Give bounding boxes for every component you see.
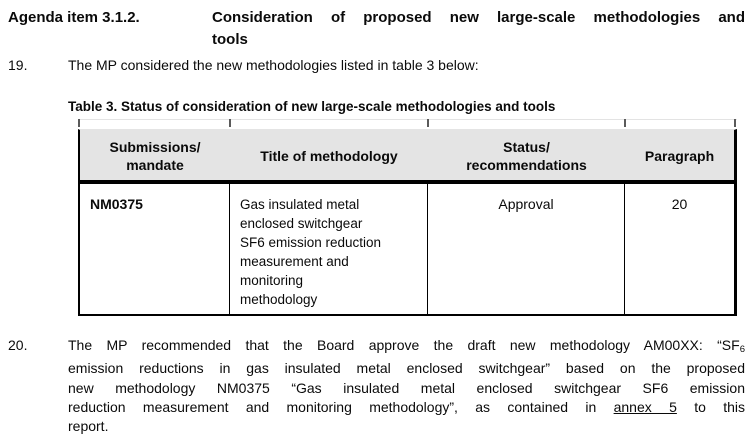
header-cell-title: Title of methodology — [230, 130, 428, 180]
tick-mark — [229, 119, 231, 127]
p20-line4-tail: to this — [676, 398, 745, 415]
sf6-subscript: 6 — [739, 344, 745, 355]
title-line: measurement and — [240, 254, 349, 269]
tick-mark — [78, 119, 80, 127]
header-text: mandate — [126, 157, 184, 173]
header-text: Paragraph — [644, 147, 715, 164]
cell-paragraph-ref: 20 — [671, 196, 688, 212]
p20-line5: report. — [68, 418, 109, 435]
tick-mark — [624, 119, 626, 127]
tick-mark — [734, 119, 736, 127]
table-caption: Table 3. Status of consideration of new … — [68, 99, 556, 114]
paragraph-19-number: 19. — [8, 57, 28, 73]
header-cell-submissions: Submissions/ mandate — [80, 130, 230, 180]
header-text: Status/ — [503, 138, 550, 155]
tick-mark — [427, 119, 429, 127]
header-text: recommendations — [466, 157, 587, 173]
header-cell-paragraph: Paragraph — [625, 130, 734, 180]
p20-line4: reduction measurement and monitoring met… — [68, 398, 745, 417]
p20-line1: The MP recommended that the Board approv… — [68, 336, 745, 359]
title-line: monitoring — [240, 273, 304, 288]
table-header-row: Submissions/ mandate Title of methodolog… — [78, 129, 737, 184]
table-row: NM0375 Gas insulated metal enclosed swit… — [78, 184, 737, 316]
agenda-title-line2: tools — [212, 31, 248, 48]
header-cell-status: Status/ recommendations — [428, 130, 625, 180]
p20-line4-text: reduction measurement and monitoring met… — [68, 398, 614, 415]
methodologies-table: Submissions/ mandate Title of methodolog… — [78, 129, 737, 316]
cell-status: Approval — [428, 184, 625, 314]
paragraph-19-text: The MP considered the new methodologies … — [68, 57, 479, 73]
p20-line1-text: The MP recommended that the Board approv… — [68, 337, 740, 353]
cell-methodology-title: Gas insulated metal enclosed switchgear … — [230, 184, 428, 314]
p20-line3: new methodology NM0375 “Gas insulated me… — [68, 379, 745, 396]
title-line: SF6 emission reduction — [240, 235, 382, 250]
agenda-title-line1: Consideration of proposed new large-scal… — [212, 9, 745, 26]
agenda-item-label: Agenda item 3.1.2. — [8, 9, 140, 26]
table-top-tick-strip — [78, 119, 737, 130]
cell-submission-id: NM0375 — [80, 184, 230, 314]
agenda-item-title: Consideration of proposed new large-scal… — [212, 7, 745, 51]
header-text: Submissions/ — [109, 138, 201, 155]
paragraph-20-text: The MP recommended that the Board approv… — [68, 336, 745, 436]
title-line: Gas insulated metal — [240, 197, 360, 212]
p20-line2: emission reductions in gas insulated met… — [68, 360, 745, 377]
title-line: enclosed switchgear — [240, 216, 363, 231]
paragraph-20-number: 20. — [8, 337, 28, 353]
header-text: Title of methodology — [260, 147, 398, 164]
annex-5-link[interactable]: annex 5 — [613, 398, 677, 415]
title-line: methodology — [240, 292, 318, 307]
